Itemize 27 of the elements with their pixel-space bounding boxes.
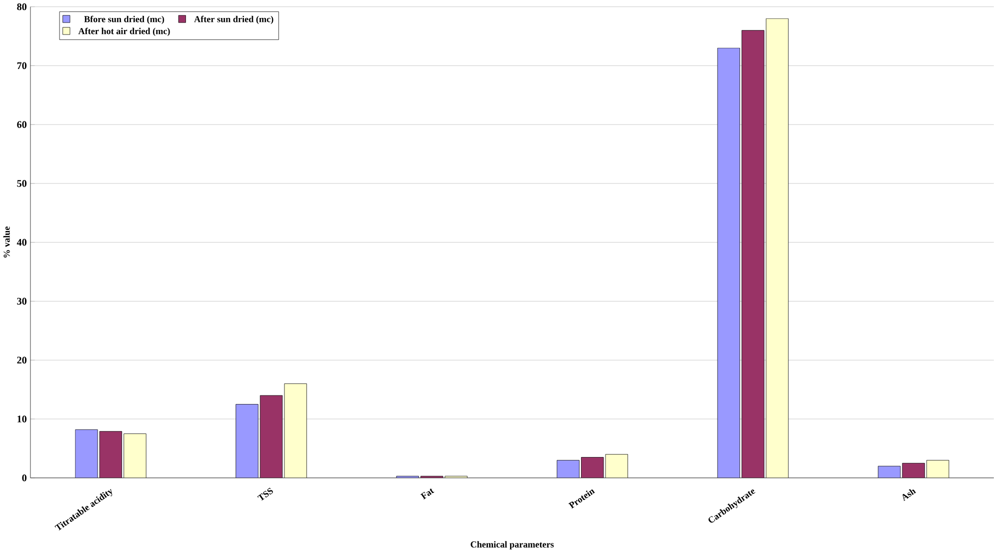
bar	[124, 434, 146, 478]
x-axis-title: Chemical parameters	[470, 541, 554, 550]
bar	[100, 431, 122, 478]
y-axis-title: % value	[3, 226, 10, 258]
bar	[581, 457, 604, 478]
y-tick-label: 70	[17, 62, 26, 70]
bar	[766, 18, 788, 478]
x-tick-label: TSS	[257, 488, 273, 501]
y-tick-label: 10	[18, 416, 26, 423]
y-tick-label: 60	[17, 121, 26, 128]
y-tick-label: 0	[22, 474, 26, 482]
bar	[260, 396, 282, 478]
bar	[742, 30, 764, 478]
y-tick-label: 80	[17, 3, 26, 10]
x-tick-label: Ash	[902, 489, 916, 502]
bar	[284, 384, 307, 478]
y-tick-label: 40	[16, 239, 26, 246]
legend-label: Bfore sun dried (mc)	[84, 16, 164, 24]
legend-label: After hot air dried (mc)	[78, 28, 170, 36]
y-tick-label: 50	[17, 180, 26, 187]
bar	[926, 460, 950, 478]
y-tick-label: 30	[17, 298, 26, 305]
legend-label: After sun dried (mc)	[194, 16, 274, 24]
x-tick-label: Fat	[420, 488, 434, 500]
bar	[606, 454, 628, 478]
y-tick-label: 20	[17, 356, 26, 364]
bar	[902, 463, 925, 478]
